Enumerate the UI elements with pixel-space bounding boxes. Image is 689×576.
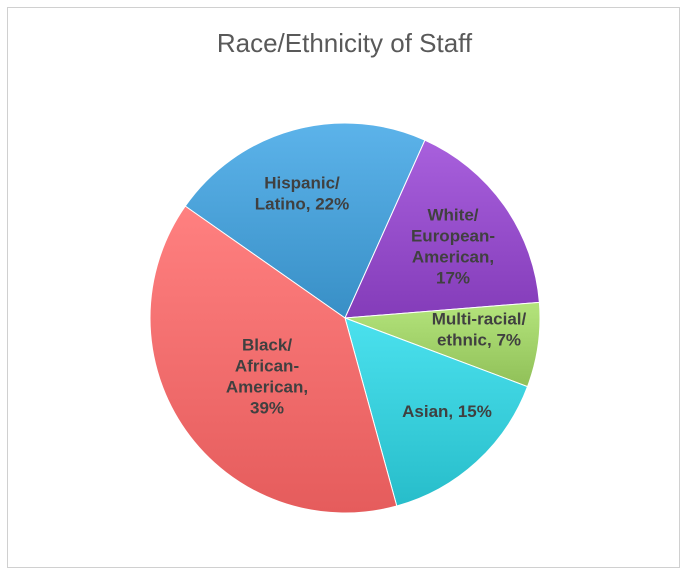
chart-title: Race/Ethnicity of Staff xyxy=(216,28,473,58)
data-label-black-african-american: Black/African-American, 39% xyxy=(226,336,308,418)
pie-slice-black-african-american xyxy=(149,205,398,514)
data-label-white-european-american: White/European-American, 17% xyxy=(411,206,495,288)
data-label-multi-racial-ethnic: Multi-racial/ethnic, 7% xyxy=(432,310,527,350)
pie-slice-asian xyxy=(344,317,529,507)
data-label-asian: Asian, 15% xyxy=(402,402,492,421)
pie-slice-white-european-american xyxy=(344,139,540,319)
pie-slice-hispanic-latino xyxy=(184,122,426,319)
data-label-hispanic-latino: Hispanic/Latino, 22% xyxy=(255,174,349,214)
